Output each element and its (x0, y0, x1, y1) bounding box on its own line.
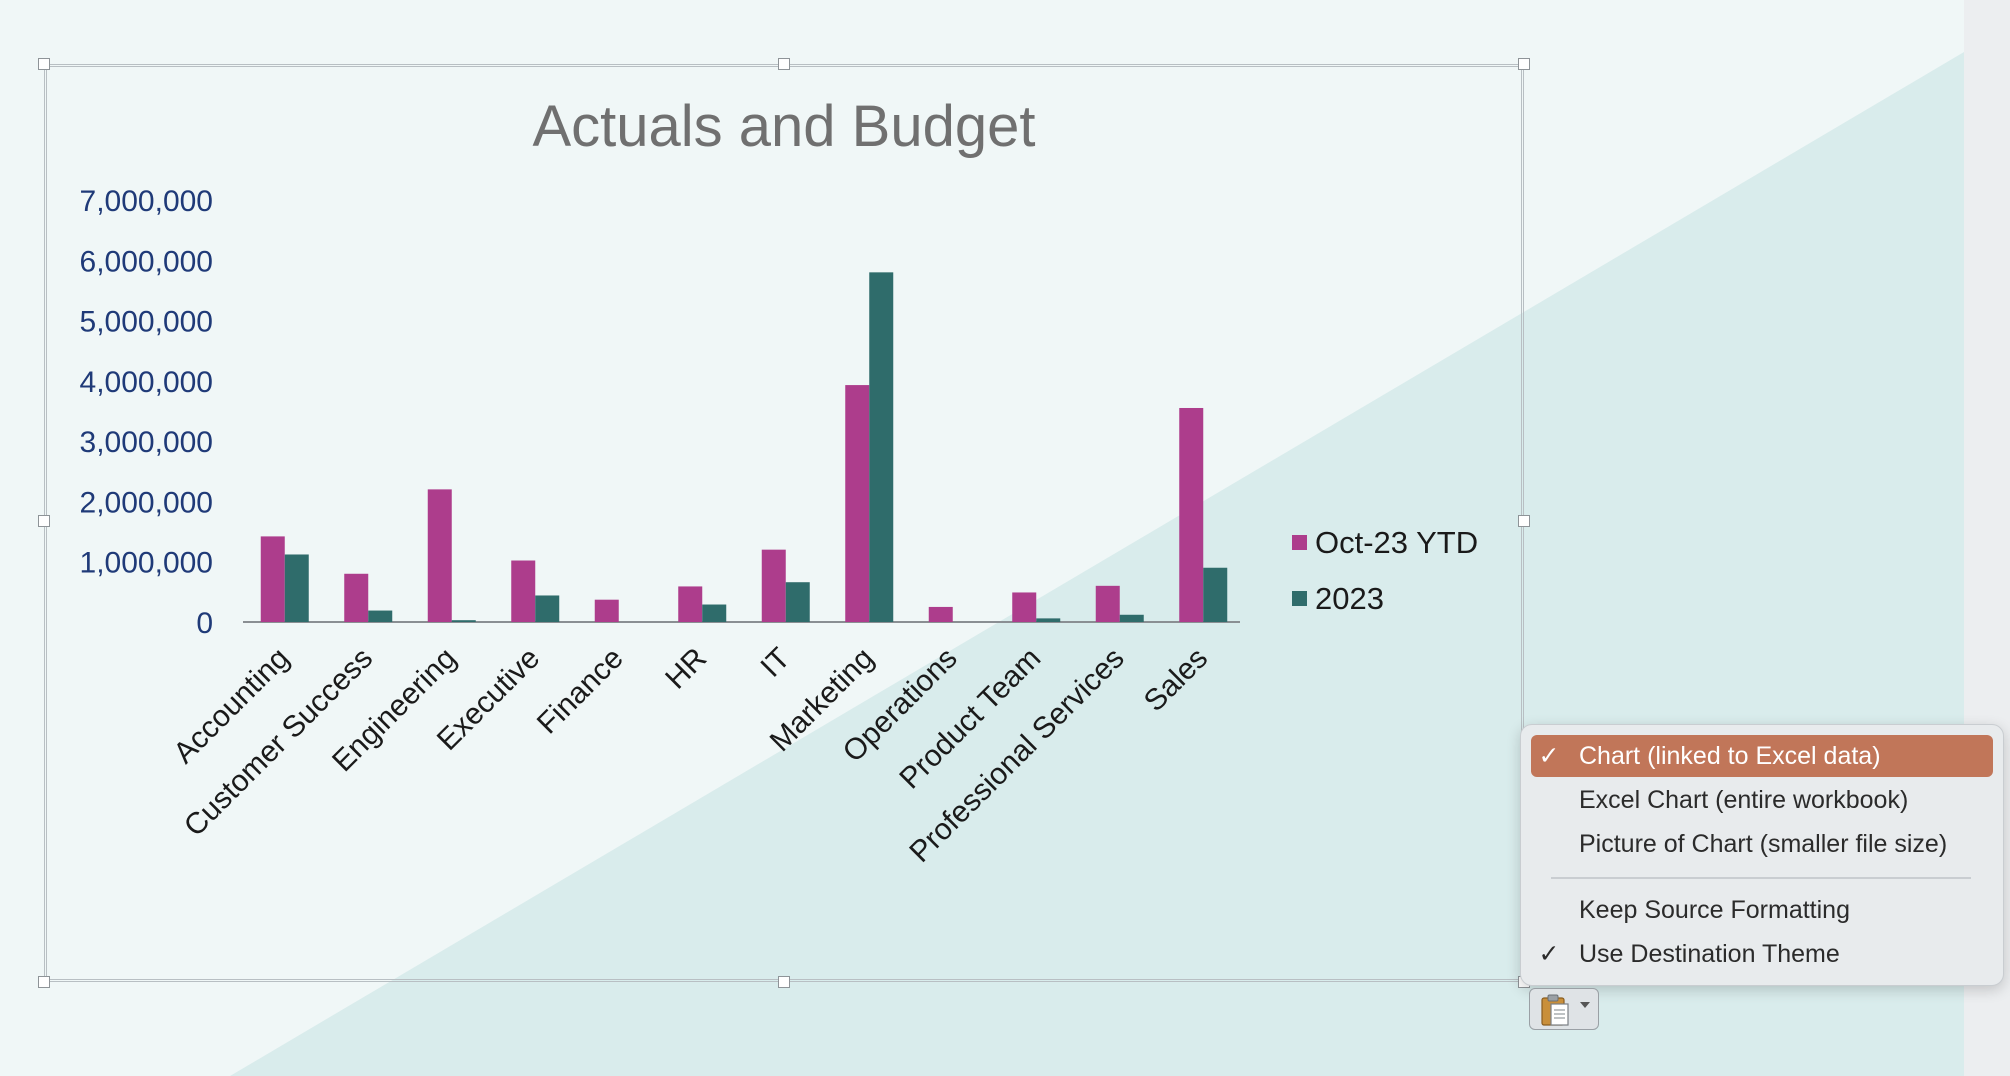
bar[interactable] (511, 560, 536, 622)
menu-item-keep-source-formatting[interactable]: Keep Source Formatting (1531, 889, 1993, 931)
y-tick-label: 5,000,000 (80, 306, 213, 339)
resize-handle-top-right[interactable] (1518, 58, 1530, 70)
x-tick-label: HR (659, 642, 713, 696)
resize-handle-top[interactable] (778, 58, 790, 70)
resize-handle-top-left[interactable] (38, 58, 50, 70)
y-tick-label: 4,000,000 (80, 366, 213, 399)
menu-item-label: Chart (linked to Excel data) (1579, 742, 1881, 770)
bar[interactable] (1179, 407, 1204, 622)
bar[interactable] (702, 604, 727, 622)
y-tick-label: 1,000,000 (80, 547, 213, 580)
bar[interactable] (785, 582, 810, 622)
menu-item-picture-of-chart[interactable]: Picture of Chart (smaller file size) (1531, 823, 1993, 865)
bar[interactable] (535, 595, 560, 622)
resize-handle-right[interactable] (1518, 515, 1530, 527)
menu-item-label: Excel Chart (entire workbook) (1579, 786, 1909, 814)
y-tick-label: 3,000,000 (80, 426, 213, 459)
resize-handle-bottom-left[interactable] (38, 976, 50, 988)
check-icon: ✓ (1538, 742, 1560, 770)
y-tick-label: 2,000,000 (80, 486, 213, 519)
bar[interactable] (1119, 614, 1144, 622)
resize-handle-left[interactable] (38, 515, 50, 527)
y-tick-label: 7,000,000 (80, 185, 213, 218)
legend-swatch-2023 (1292, 591, 1307, 606)
y-tick-label: 6,000,000 (80, 245, 213, 278)
bar[interactable] (451, 620, 476, 622)
bar[interactable] (845, 385, 870, 622)
legend-label-2023: 2023 (1315, 581, 1384, 616)
chart-title: Actuals and Budget (532, 94, 1035, 159)
check-icon: ✓ (1538, 940, 1560, 968)
legend-label-oct-23-ytd: Oct-23 YTD (1315, 525, 1478, 560)
bar[interactable] (928, 606, 953, 622)
menu-item-label: Picture of Chart (smaller file size) (1579, 830, 1948, 858)
paste-options-menu: ✓ Chart (linked to Excel data) Excel Cha… (1520, 724, 2004, 986)
menu-item-chart-linked[interactable]: ✓ Chart (linked to Excel data) (1531, 735, 1993, 777)
menu-item-use-destination-theme[interactable]: ✓ Use Destination Theme (1531, 933, 1993, 975)
menu-separator (1551, 877, 1971, 879)
x-tick-label: Finance (531, 642, 630, 741)
bar[interactable] (1203, 567, 1228, 622)
bar[interactable] (1036, 618, 1061, 622)
bar[interactable] (1095, 585, 1120, 622)
bar[interactable] (678, 586, 703, 622)
chevron-down-icon (1580, 1002, 1590, 1008)
bar[interactable] (594, 599, 619, 622)
bar[interactable] (869, 272, 894, 622)
x-tick-label: Sales (1138, 642, 1214, 718)
bar[interactable] (427, 489, 452, 622)
legend-swatch-oct-23-ytd (1292, 535, 1307, 550)
bar[interactable] (1012, 592, 1037, 622)
bar[interactable] (284, 554, 309, 622)
menu-item-label: Keep Source Formatting (1579, 896, 1850, 924)
bar[interactable] (761, 549, 786, 622)
x-tick-label: IT (755, 642, 797, 684)
menu-item-excel-chart[interactable]: Excel Chart (entire workbook) (1531, 779, 1993, 821)
clipboard-icon (1541, 994, 1569, 1026)
paste-options-button[interactable] (1529, 988, 1599, 1030)
resize-handle-bottom[interactable] (778, 976, 790, 988)
bar[interactable] (260, 536, 285, 622)
bar[interactable] (368, 610, 393, 622)
bar[interactable] (344, 573, 369, 622)
y-tick-label: 0 (196, 607, 213, 640)
menu-item-label: Use Destination Theme (1579, 940, 1840, 968)
